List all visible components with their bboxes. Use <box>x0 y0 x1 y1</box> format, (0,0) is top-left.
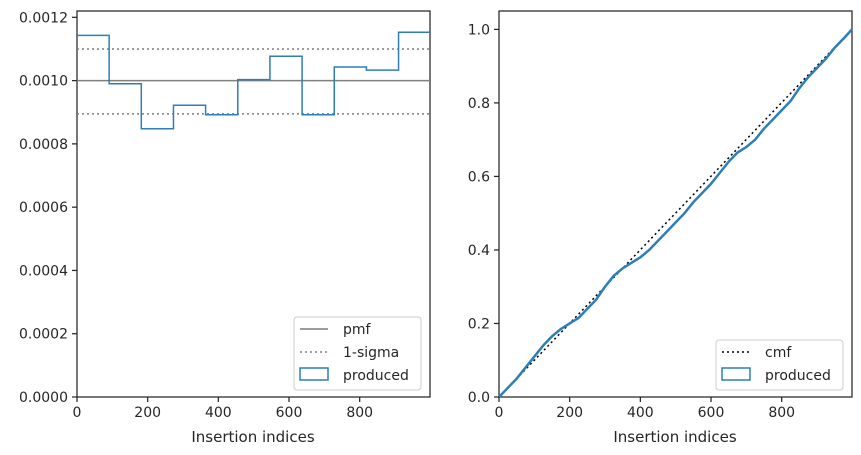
pmf-x-axis-label: Insertion indices <box>191 428 314 446</box>
produced-cmf-legend-marker <box>721 367 751 381</box>
pmf-panel: 0 200 400 600 800 0.0000 0.0002 0.0004 0.0006 0.0… <box>19 10 431 446</box>
pmf-legend: pmf 1-sigma produced <box>293 316 422 391</box>
pmf-y-tick-label: 0.0008 <box>19 137 68 153</box>
cmf-axis-ticks: 0 200 400 600 800 0.0 0.2 0.4 0.6 0.8 1.0 <box>468 22 795 421</box>
cmf-y-tick-label: 1.0 <box>468 22 490 38</box>
pmf-x-tick-label: 800 <box>346 405 373 421</box>
pmf-y-tick-label: 0.0012 <box>19 10 68 26</box>
pmf-x-tick-label: 400 <box>205 405 232 421</box>
pmf-legend-box <box>293 316 422 391</box>
pmf-axis-ticks: 0 200 400 600 800 0.0000 0.0002 0.0004 0.0006 0.0… <box>19 10 373 421</box>
pmf-x-tick-label: 0 <box>73 405 82 421</box>
pmf-y-tick-label: 0.0000 <box>19 390 68 406</box>
produced-legend-marker <box>299 367 329 381</box>
pmf-y-tick-label: 0.0002 <box>19 327 68 343</box>
pmf-y-tick-label: 0.0004 <box>19 263 68 279</box>
cmf-x-tick-label: 600 <box>698 405 725 421</box>
produced-legend-label: produced <box>343 368 409 384</box>
pmf-x-tick-label: 600 <box>276 405 303 421</box>
cmf-x-tick-label: 200 <box>556 405 583 421</box>
pmf-y-tick-label: 0.0010 <box>19 74 68 90</box>
cmf-y-tick-label: 0.2 <box>468 316 490 332</box>
cmf-plot-frame <box>498 10 853 398</box>
sigma-legend-label: 1-sigma <box>343 345 399 361</box>
cmf-x-axis-label: Insertion indices <box>613 428 736 446</box>
cmf-y-tick-label: 0.6 <box>468 169 490 185</box>
cmf-panel: 0 200 400 600 800 0.0 0.2 0.4 0.6 0.8 1.0 Insertio… <box>468 10 853 446</box>
pmf-y-tick-label: 0.0006 <box>19 200 68 216</box>
cmf-x-tick-label: 0 <box>495 405 504 421</box>
produced-cmf-legend-label: produced <box>765 368 831 384</box>
pmf-legend-label: pmf <box>343 322 372 338</box>
produced-histogram-series <box>77 31 430 130</box>
cmf-x-tick-label: 400 <box>627 405 654 421</box>
cmf-y-tick-label: 0.0 <box>468 390 490 406</box>
cmf-y-tick-label: 0.8 <box>468 96 490 112</box>
pmf-x-tick-label: 200 <box>134 405 161 421</box>
produced-cmf-series <box>498 28 853 398</box>
cmf-legend-label: cmf <box>765 345 792 361</box>
cmf-legend: cmf produced <box>715 339 844 391</box>
sigma-lines <box>77 48 430 115</box>
cmf-x-tick-label: 800 <box>768 405 795 421</box>
cmf-y-tick-label: 0.4 <box>468 243 490 259</box>
